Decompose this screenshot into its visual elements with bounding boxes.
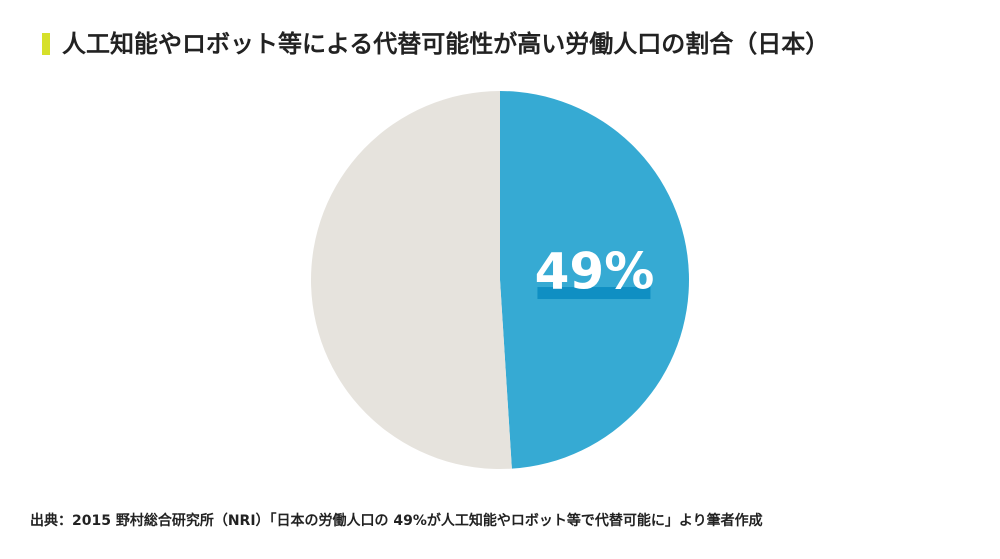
pie-slice — [310, 91, 512, 470]
chart-title: 人工知能やロボット等による代替可能性が高い労働人口の割合（日本） — [62, 30, 829, 58]
source-note: 出典：2015 野村総合研究所（NRI）「日本の労働人口の 49%が人工知能やロ… — [30, 512, 763, 529]
title-marker — [42, 33, 50, 55]
value-label: 49% — [535, 243, 655, 301]
label-highlight — [537, 287, 651, 300]
pie-slice — [500, 91, 689, 469]
